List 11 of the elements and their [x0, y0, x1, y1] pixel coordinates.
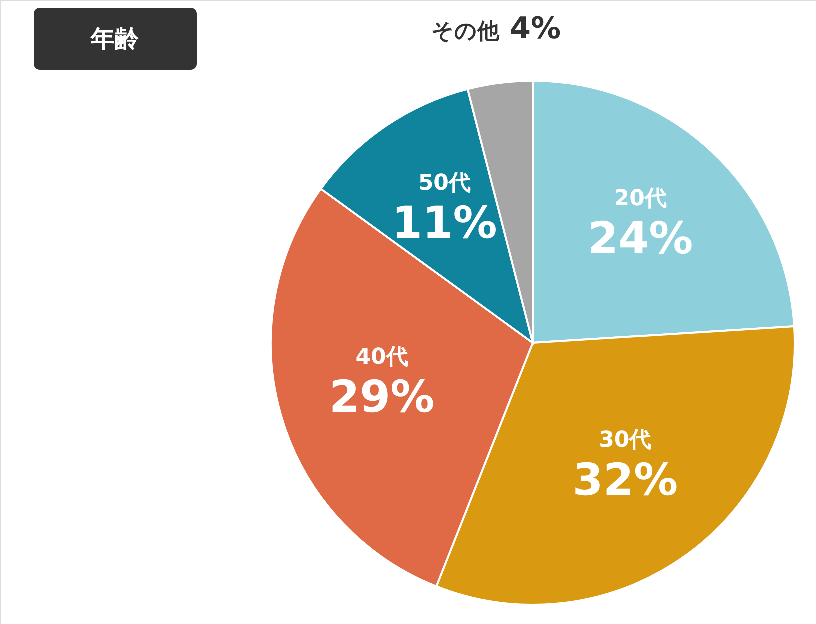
data-label: 29% [329, 372, 435, 423]
data-label: 24% [588, 213, 694, 264]
slice-label: その他 [432, 19, 501, 44]
data-label: 11% [392, 198, 498, 249]
slice-label: 40代 [356, 344, 408, 370]
slice-label: 20代 [614, 186, 667, 212]
chart-title: 年齢 [90, 25, 140, 53]
data-label: 32% [572, 455, 678, 506]
slice-label: 50代 [418, 170, 471, 196]
slice-label: 30代 [599, 428, 652, 454]
data-label: 4% [510, 11, 562, 46]
